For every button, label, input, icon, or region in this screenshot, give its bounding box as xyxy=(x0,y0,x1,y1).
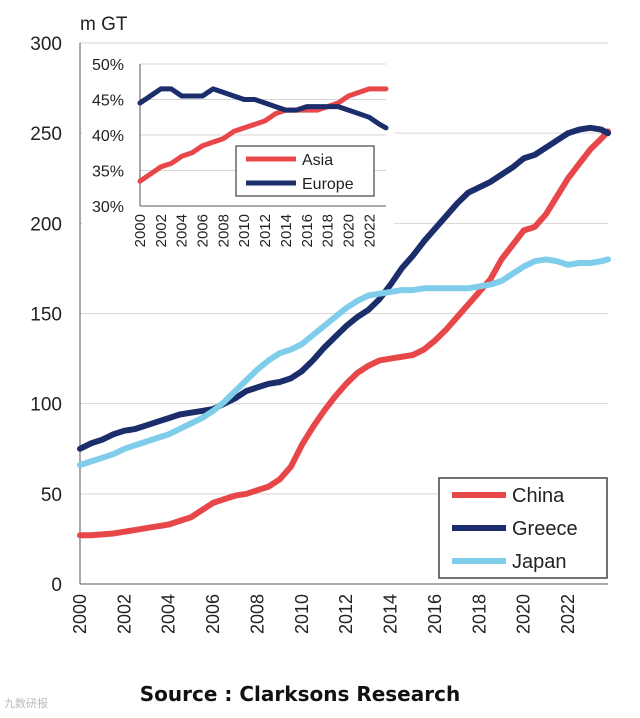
main-x-tick-labels: 2000 2002 2004 2006 2008 2010 2012 2014 2016 2018… xyxy=(70,594,578,634)
inset-x-tick-label: 2002 xyxy=(153,214,170,247)
inset-x-tick-label: 2006 xyxy=(195,214,212,247)
main-x-tick-label: 2010 xyxy=(292,594,312,634)
legend-label-greece: Greece xyxy=(512,518,578,540)
main-y-axis-label: m GT xyxy=(80,14,128,35)
main-x-tick-label: 2012 xyxy=(336,594,356,634)
inset-legend-box xyxy=(235,145,375,197)
inset-x-tick-label: 2000 xyxy=(132,214,149,247)
main-x-tick-label: 2004 xyxy=(159,594,179,634)
inset-x-tick-label: 2012 xyxy=(257,214,274,247)
main-y-tick-label: 0 xyxy=(51,575,62,596)
main-y-tick-label: 300 xyxy=(30,34,62,55)
inset-y-tick-label: 45% xyxy=(92,93,124,110)
legend-label-china: China xyxy=(512,485,565,507)
inset-x-tick-label: 2020 xyxy=(340,214,357,247)
inset-x-tick-label: 2016 xyxy=(299,214,316,247)
main-y-tick-label: 150 xyxy=(30,305,62,326)
main-y-tick-labels: 0 50 100 150 200 250 300 xyxy=(30,34,62,596)
inset-legend-label-asia: Asia xyxy=(302,152,333,169)
inset-y-tick-label: 35% xyxy=(92,164,124,181)
main-x-tick-label: 2016 xyxy=(425,594,445,634)
inset-x-tick-label: 2008 xyxy=(215,214,232,247)
inset-y-tick-label: 50% xyxy=(92,57,124,74)
main-y-tick-label: 100 xyxy=(30,395,62,416)
inset-x-tick-label: 2018 xyxy=(320,214,337,247)
main-x-tick-label: 2006 xyxy=(203,594,223,634)
inset-x-tick-label: 2022 xyxy=(361,214,378,247)
main-x-tick-label: 2020 xyxy=(514,594,534,634)
main-x-tick-label: 2018 xyxy=(469,594,489,634)
inset-x-tick-labels: 2000 2002 2004 2006 2008 2010 2012 2014 2016 2018… xyxy=(132,214,378,247)
inset-y-tick-labels: 30% 35% 40% 45% 50% xyxy=(92,57,124,216)
main-y-tick-label: 50 xyxy=(41,485,62,506)
inset-x-tick-label: 2014 xyxy=(278,214,295,247)
inset-legend: Asia Europe xyxy=(235,145,375,197)
inset-series-lines xyxy=(137,86,389,184)
inset-chart: 30% 35% 40% 45% 50% 2000 2002 2004 2006 2008 2010… xyxy=(82,44,394,266)
main-x-tick-label: 2008 xyxy=(247,594,267,634)
series-line-japan xyxy=(77,256,611,468)
main-x-tick-label: 2000 xyxy=(70,594,90,634)
inset-series-line-europe xyxy=(137,86,389,131)
legend-label-japan: Japan xyxy=(512,551,567,573)
main-series-lines xyxy=(77,124,611,539)
main-y-tick-label: 200 xyxy=(30,214,62,235)
series-line-china xyxy=(77,128,611,539)
main-y-tick-label: 250 xyxy=(30,124,62,145)
main-x-tick-label: 2022 xyxy=(558,594,578,634)
source-caption: Source : Clarksons Research xyxy=(139,682,461,706)
inset-y-tick-label: 40% xyxy=(92,128,124,145)
main-x-tick-label: 2002 xyxy=(114,594,134,634)
inset-series-line-asia xyxy=(137,86,389,184)
inset-x-tick-label: 2010 xyxy=(236,214,253,247)
main-x-tick-label: 2014 xyxy=(381,594,401,634)
main-legend: China Greece Japan xyxy=(438,477,608,579)
inset-y-tick-label: 30% xyxy=(92,199,124,216)
watermark-text: 九数研报 xyxy=(4,697,48,710)
inset-x-tick-label: 2004 xyxy=(174,214,191,247)
series-line-greece xyxy=(77,124,611,452)
inset-legend-label-europe: Europe xyxy=(302,176,354,193)
